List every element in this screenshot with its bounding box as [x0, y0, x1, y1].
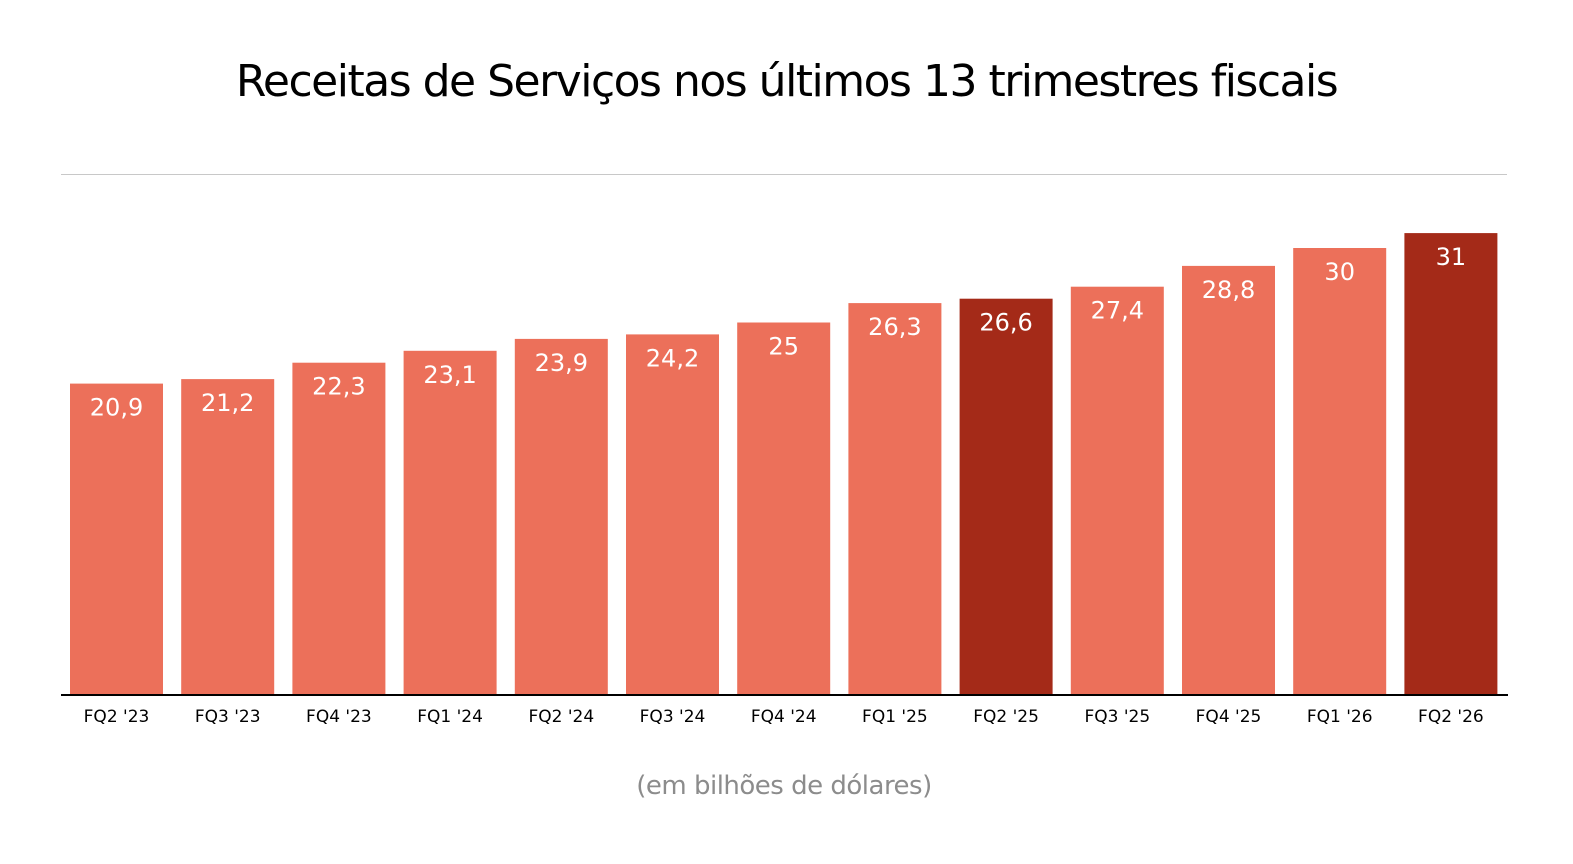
x-tick-label: FQ3 '25	[1084, 707, 1150, 727]
x-tick-label: FQ2 '25	[973, 707, 1039, 727]
x-tick-label: FQ2 '26	[1418, 707, 1484, 727]
bar	[848, 303, 942, 695]
top-divider	[61, 174, 1507, 175]
bar-value-label: 22,3	[312, 373, 365, 401]
bar-value-label: 30	[1324, 258, 1355, 286]
bar-value-label: 23,1	[423, 361, 476, 389]
x-tick-labels: FQ2 '23 FQ3 '23 FQ4 '23 FQ1 '24 FQ2 '24 FQ3 '…	[84, 707, 1484, 727]
bar	[1404, 233, 1498, 695]
unit-note: (em bilhões de dólares)	[636, 771, 932, 801]
bar	[737, 322, 831, 695]
bar-value-label: 28,8	[1202, 276, 1255, 304]
bar	[626, 334, 719, 695]
x-tick-label: FQ2 '24	[528, 707, 594, 727]
bar	[403, 350, 497, 695]
x-tick-label: FQ2 '23	[84, 707, 150, 727]
x-tick-label: FQ3 '24	[640, 707, 706, 727]
bar-value-label: 25	[768, 333, 799, 361]
bar	[959, 298, 1053, 695]
bar-value-label: 27,4	[1091, 297, 1144, 325]
bar	[514, 338, 608, 695]
x-tick-label: FQ4 '25	[1196, 707, 1262, 727]
bar-value-label: 23,9	[535, 349, 588, 377]
chart-title: Receitas de Serviços nos últimos 13 trim…	[235, 56, 1339, 107]
x-tick-label: FQ4 '24	[751, 707, 817, 727]
bar-value-label: 26,3	[868, 313, 921, 341]
bar-value-label: 20,9	[90, 394, 143, 422]
x-tick-label: FQ1 '24	[417, 707, 483, 727]
bar	[181, 379, 275, 695]
x-tick-label: FQ3 '23	[195, 707, 261, 727]
bar-value-label: 24,2	[646, 344, 699, 372]
bar-value-label: 26,6	[979, 309, 1032, 337]
bar-value-label: 31	[1436, 243, 1467, 271]
bars-layer: 20,9 21,2 22,3 23,1 23,9 24,2 25 26,3 26,6 27,4 28…	[70, 233, 1498, 695]
x-tick-label: FQ4 '23	[306, 707, 372, 727]
x-tick-label: FQ1 '25	[862, 707, 928, 727]
x-tick-label: FQ1 '26	[1307, 707, 1373, 727]
bar	[1293, 248, 1387, 695]
bar	[292, 362, 386, 695]
bar	[1182, 265, 1275, 695]
bar	[70, 383, 163, 695]
bar-value-label: 21,2	[201, 389, 254, 417]
bar	[1070, 286, 1164, 695]
